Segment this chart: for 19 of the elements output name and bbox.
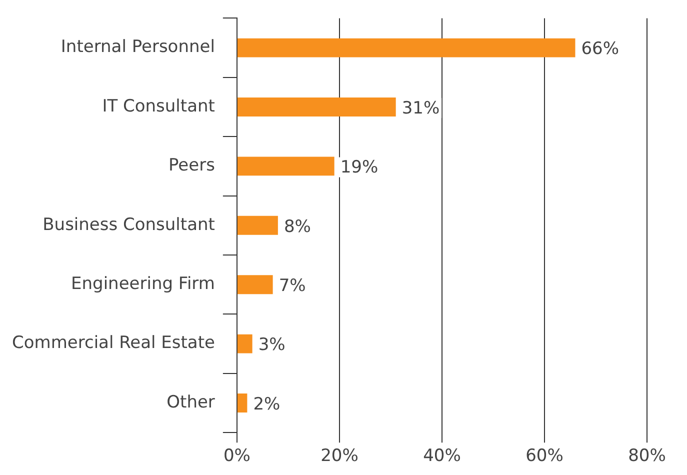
y-tick-label: Business Consultant: [42, 214, 216, 235]
data-label: 7%: [278, 276, 306, 296]
data-label: 31%: [402, 98, 440, 118]
x-tick-label: 60%: [526, 446, 564, 466]
x-tick-label: 0%: [223, 446, 250, 466]
x-tick-label: 20%: [320, 446, 358, 466]
y-tick-label: Other: [166, 392, 215, 412]
data-label: 19%: [340, 158, 378, 178]
data-label: 2%: [253, 394, 280, 414]
x-tick-label: 80%: [628, 446, 666, 466]
y-tick-label: IT Consultant: [102, 96, 216, 116]
y-tick-label: Internal Personnel: [60, 37, 215, 58]
x-tick-label: 40%: [423, 446, 461, 466]
data-label: 66%: [581, 39, 620, 60]
y-tick-label: Commercial Real Estate: [12, 333, 215, 354]
y-tick-label: Engineering Firm: [71, 274, 215, 294]
data-label: 8%: [284, 216, 311, 237]
data-label: 3%: [258, 335, 286, 356]
y-tick-label: Peers: [168, 156, 216, 176]
